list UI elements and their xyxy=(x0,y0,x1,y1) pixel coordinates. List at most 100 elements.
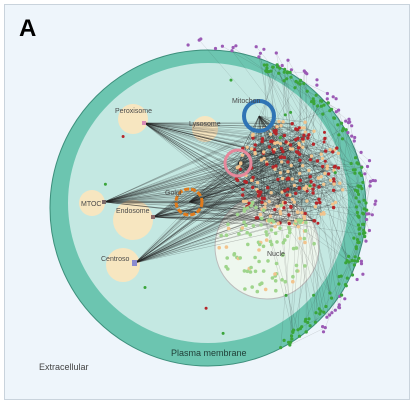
interaction-edge xyxy=(270,141,333,205)
interaction-edge xyxy=(257,128,265,218)
protein-node xyxy=(337,133,341,137)
interaction-edge xyxy=(143,122,297,152)
protein-node xyxy=(283,201,287,205)
interaction-edge xyxy=(258,115,336,203)
interaction-edge xyxy=(103,148,293,203)
interaction-edge xyxy=(143,122,243,196)
interaction-edge xyxy=(134,165,276,264)
interaction-edge xyxy=(236,178,272,223)
interaction-edge xyxy=(298,147,311,160)
interaction-edge xyxy=(188,164,268,203)
protein-node xyxy=(279,203,284,208)
protein-node xyxy=(282,338,286,342)
interaction-edge xyxy=(152,133,277,218)
interaction-edge xyxy=(103,149,274,203)
protein-node xyxy=(351,168,355,172)
interaction-edge xyxy=(305,213,324,313)
interaction-edge xyxy=(287,101,322,190)
interaction-edge xyxy=(152,161,282,218)
protein-node xyxy=(367,228,371,233)
protein-node xyxy=(332,116,336,120)
protein-node xyxy=(291,279,295,284)
interaction-edge xyxy=(103,140,304,203)
protein-node xyxy=(290,334,294,338)
protein-node xyxy=(364,217,369,222)
interaction-edge xyxy=(143,122,312,182)
interaction-edge xyxy=(242,115,260,149)
interaction-edge xyxy=(290,212,303,343)
protein-node xyxy=(308,324,312,328)
protein-node xyxy=(316,221,320,225)
interaction-edge xyxy=(246,139,296,207)
protein-node xyxy=(316,104,320,108)
protein-node xyxy=(260,216,264,221)
interaction-edge xyxy=(143,122,282,158)
protein-node xyxy=(277,119,281,124)
protein-node xyxy=(298,327,302,331)
interaction-edge xyxy=(103,134,254,203)
interaction-edge xyxy=(300,80,374,181)
interaction-edge xyxy=(284,135,340,184)
interaction-edge xyxy=(246,182,286,203)
protein-node xyxy=(266,186,270,190)
protein-node xyxy=(312,129,316,133)
protein-node xyxy=(275,125,279,129)
interaction-edge xyxy=(188,161,282,203)
protein-node xyxy=(258,212,263,217)
interaction-edge xyxy=(299,168,328,189)
protein-node xyxy=(344,128,348,132)
protein-node xyxy=(241,187,245,191)
protein-node xyxy=(311,142,316,146)
interaction-edge xyxy=(143,122,308,139)
protein-node xyxy=(257,248,261,252)
interaction-edge xyxy=(303,83,333,152)
interaction-edge xyxy=(143,122,243,156)
interaction-edge xyxy=(134,148,252,264)
protein-node xyxy=(353,135,357,140)
interaction-edge xyxy=(315,190,334,207)
protein-node xyxy=(357,256,361,260)
interaction-edge xyxy=(152,216,303,223)
protein-node xyxy=(321,325,325,329)
protein-node xyxy=(325,166,329,171)
interaction-edge xyxy=(188,143,275,203)
interaction-edge xyxy=(333,181,348,261)
protein-node xyxy=(220,44,224,48)
interaction-edge xyxy=(257,158,265,218)
interaction-edge xyxy=(280,125,352,164)
interaction-edge xyxy=(143,122,293,124)
mtoc-organelle xyxy=(79,190,105,216)
protein-node xyxy=(232,253,236,257)
interaction-edge xyxy=(152,161,288,218)
interaction-edge xyxy=(237,130,277,164)
interaction-edge xyxy=(260,164,268,193)
interaction-edge xyxy=(152,216,315,222)
golgi-ring xyxy=(174,187,204,217)
interaction-edge xyxy=(103,192,314,203)
interaction-edge xyxy=(188,194,290,203)
protein-node xyxy=(282,70,286,74)
protein-node xyxy=(354,205,358,209)
protein-node xyxy=(273,141,277,145)
protein-node xyxy=(313,219,317,223)
interaction-edge xyxy=(134,180,331,264)
interaction-edge xyxy=(289,327,326,346)
protein-node xyxy=(358,171,362,175)
interaction-edge xyxy=(103,129,267,203)
protein-node xyxy=(262,156,266,161)
interaction-edge xyxy=(152,177,254,218)
interaction-edge xyxy=(134,226,299,264)
interaction-edge xyxy=(336,148,360,218)
protein-node xyxy=(294,79,298,83)
protein-node xyxy=(365,164,370,169)
interaction-edge xyxy=(258,115,277,167)
interaction-edge xyxy=(292,199,360,229)
protein-node xyxy=(360,187,364,191)
interaction-edge xyxy=(152,149,335,218)
interaction-edge xyxy=(322,166,340,285)
interaction-edge xyxy=(264,161,282,199)
interaction-edge xyxy=(304,70,316,323)
interaction-edge xyxy=(237,115,260,168)
protein-node xyxy=(348,120,352,124)
protein-node xyxy=(238,256,242,260)
